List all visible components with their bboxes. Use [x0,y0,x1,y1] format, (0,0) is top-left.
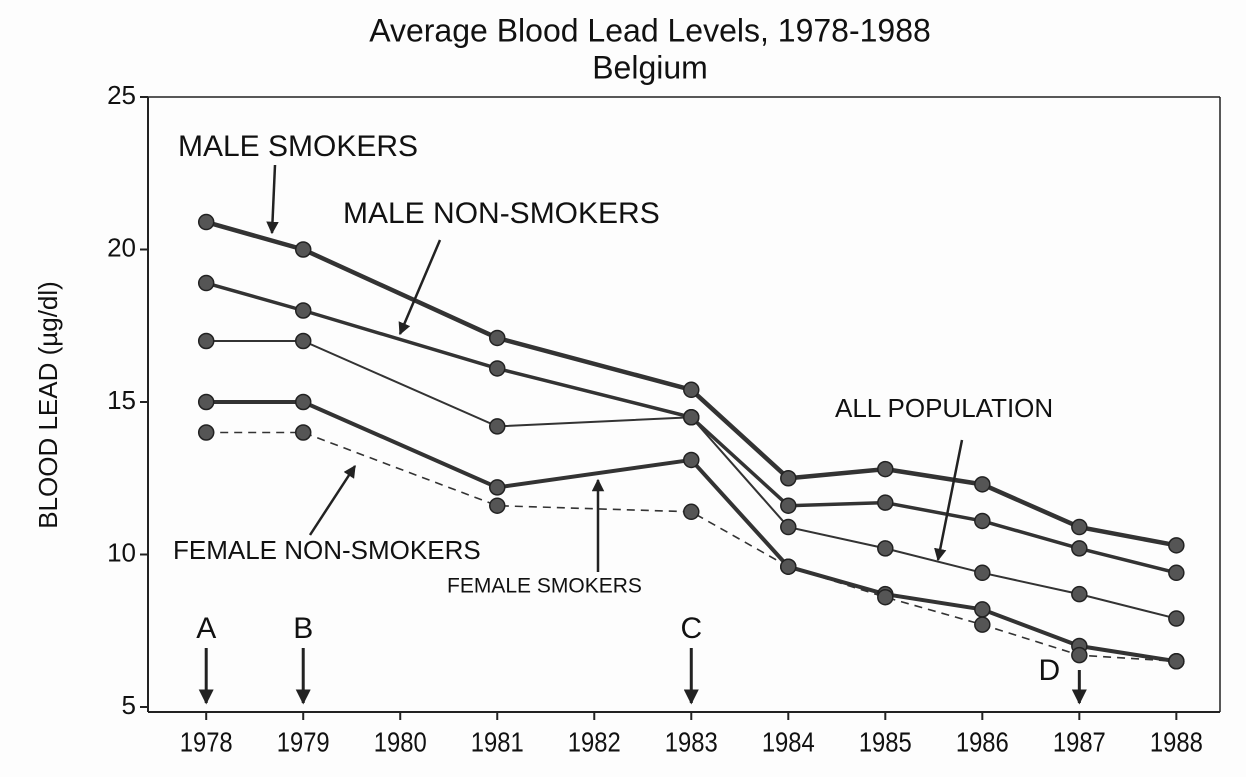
data-point [197,424,215,441]
label-arrow [266,164,279,235]
data-point [294,241,312,258]
x-tick-label: 1987 [1053,726,1106,758]
x-tick-label: 1981 [471,726,524,758]
data-point [1071,540,1088,557]
label-arrow [934,439,964,562]
data-point [780,518,797,536]
data-point [877,588,894,606]
y-tick-label: 25 [107,80,136,110]
data-point [488,329,506,347]
data-point [974,564,991,582]
data-point [1071,518,1088,536]
data-point [488,497,506,514]
y-axis-label: BLOOD LEAD (µg/dl) [33,281,63,529]
x-tick-label: 1980 [374,726,427,758]
x-tick-label: 1985 [859,726,912,758]
data-point [974,616,991,633]
event-label: C [680,612,702,645]
data-point [294,302,312,319]
series-label: MALE SMOKERS [178,130,418,163]
x-tick-label: 1984 [762,726,815,758]
data-point [488,418,506,435]
data-point [974,512,991,530]
data-point [197,393,215,411]
data-point [877,494,894,511]
y-tick-label: 20 [107,232,136,262]
data-point [683,451,700,469]
label-arrow [308,464,357,536]
x-tick-label: 1986 [956,726,1009,758]
data-point [780,470,797,487]
data-point [294,393,312,411]
series-label: FEMALE SMOKERS [447,575,642,598]
x-tick-label: 1979 [277,726,330,758]
y-tick-label: 10 [107,537,136,567]
x-tick-label: 1983 [665,726,718,758]
data-point [974,601,991,618]
data-point [294,332,312,350]
data-point [877,540,894,557]
data-point [1168,653,1185,670]
data-point [488,479,506,496]
series-label: ALL POPULATION [835,393,1053,423]
data-point [974,476,991,493]
data-point [780,558,797,575]
event-label: B [293,612,313,645]
data-point [683,409,700,426]
data-point [683,381,700,399]
chart-subtitle: Belgium [592,49,708,85]
data-point [683,503,700,521]
data-point [197,213,215,231]
chart-title: Average Blood Lead Levels, 1978-1988 [369,12,931,48]
data-point [1168,537,1185,554]
event-label: D [1038,654,1060,687]
data-point [294,424,312,441]
x-tick-label: 1978 [180,726,233,758]
y-tick-label: 15 [107,385,136,415]
data-point [780,497,797,514]
event-label: A [196,612,216,645]
series-label: FEMALE NON-SMOKERS [173,535,481,565]
label-arrow [398,239,442,336]
data-point [1168,564,1185,582]
y-tick-label: 5 [122,690,136,720]
data-point [877,460,894,478]
data-point [197,274,215,292]
data-point [1071,646,1088,664]
data-point [1168,610,1185,627]
series-label: MALE NON-SMOKERS [343,197,660,230]
data-point [488,360,506,377]
data-point [1071,585,1088,603]
x-tick-label: 1988 [1150,726,1203,758]
data-point [197,332,215,350]
x-tick-label: 1982 [568,726,621,758]
